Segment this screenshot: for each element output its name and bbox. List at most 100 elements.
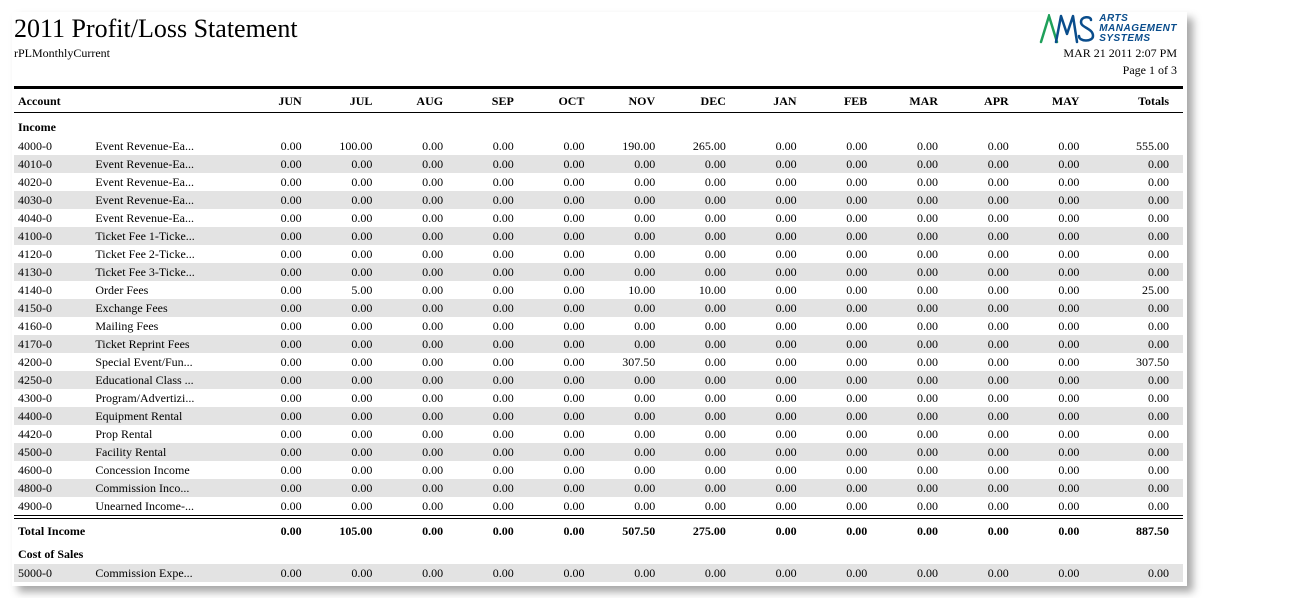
cell-value: 0.00 xyxy=(1013,443,1084,461)
cell-description: Commission Expe... xyxy=(91,564,235,582)
cell-description: Exchange Fees xyxy=(91,299,235,317)
cell-value: 0.00 xyxy=(730,479,801,497)
cell-value: 0.00 xyxy=(730,335,801,353)
table-row: 4130-0Ticket Fee 3-Ticke...0.000.000.000… xyxy=(14,263,1183,281)
cell-value: 0.00 xyxy=(730,461,801,479)
cell-value: 0.00 xyxy=(306,335,377,353)
cell-value: 0.00 xyxy=(801,497,872,515)
table-row: 4420-0Prop Rental0.000.000.000.000.000.0… xyxy=(14,425,1183,443)
cell-value: 0.00 xyxy=(871,137,942,155)
cell-value: 0.00 xyxy=(801,443,872,461)
cell-value: 0.00 xyxy=(801,425,872,443)
cell-value: 0.00 xyxy=(306,479,377,497)
cell-value: 0.00 xyxy=(942,425,1013,443)
cell-value: 0.00 xyxy=(235,317,306,335)
cell-value: 0.00 xyxy=(235,281,306,299)
cell-value: 0.00 xyxy=(801,371,872,389)
cell-value: 0.00 xyxy=(376,281,447,299)
cell-total: 0.00 xyxy=(1083,173,1183,191)
cell-value: 0.00 xyxy=(235,209,306,227)
cell-total: 0.00 xyxy=(1083,245,1183,263)
cell-value: 0.00 xyxy=(942,353,1013,371)
report-page-info: Page 1 of 3 xyxy=(1039,63,1177,78)
cell-value: 0.00 xyxy=(447,407,518,425)
cell-value: 0.00 xyxy=(801,281,872,299)
table-row: 4250-0Educational Class ...0.000.000.000… xyxy=(14,371,1183,389)
cell-account: 4130-0 xyxy=(14,263,91,281)
cell-account: 4100-0 xyxy=(14,227,91,245)
report-header: 2011 Profit/Loss Statement rPLMonthlyCur… xyxy=(14,14,1183,78)
cell-value: 0.00 xyxy=(730,371,801,389)
cell-account: 4420-0 xyxy=(14,425,91,443)
cell-value: 0.00 xyxy=(518,425,589,443)
section-total-value: 0.00 xyxy=(801,519,872,540)
cell-total: 0.00 xyxy=(1083,425,1183,443)
cell-value: 0.00 xyxy=(376,371,447,389)
cell-value: 0.00 xyxy=(659,497,730,515)
table-row: 4000-0Event Revenue-Ea...0.00100.000.000… xyxy=(14,137,1183,155)
cell-value: 0.00 xyxy=(518,371,589,389)
cell-value: 0.00 xyxy=(942,443,1013,461)
col-account: Account xyxy=(14,91,235,112)
cell-value: 0.00 xyxy=(1013,335,1084,353)
cell-value: 0.00 xyxy=(871,425,942,443)
cell-value: 0.00 xyxy=(1013,479,1084,497)
cell-value: 0.00 xyxy=(518,461,589,479)
cell-value: 0.00 xyxy=(1013,564,1084,582)
cell-value: 0.00 xyxy=(1013,389,1084,407)
cell-value: 0.00 xyxy=(518,335,589,353)
cell-total: 0.00 xyxy=(1083,461,1183,479)
cell-value: 0.00 xyxy=(730,281,801,299)
cell-value: 0.00 xyxy=(588,479,659,497)
cell-account: 4400-0 xyxy=(14,407,91,425)
cell-total: 0.00 xyxy=(1083,335,1183,353)
section-total-value: 507.50 xyxy=(588,519,659,540)
cell-value: 0.00 xyxy=(1013,353,1084,371)
cell-value: 190.00 xyxy=(588,137,659,155)
report-subtitle: rPLMonthlyCurrent xyxy=(14,46,298,61)
cell-value: 0.00 xyxy=(447,353,518,371)
cell-value: 0.00 xyxy=(588,263,659,281)
cell-value: 0.00 xyxy=(1013,137,1084,155)
cell-value: 0.00 xyxy=(447,137,518,155)
cell-value: 0.00 xyxy=(235,263,306,281)
cell-value: 10.00 xyxy=(588,281,659,299)
cell-value: 0.00 xyxy=(942,407,1013,425)
cell-value: 0.00 xyxy=(659,209,730,227)
cell-value: 0.00 xyxy=(942,299,1013,317)
cell-description: Commission Inco... xyxy=(91,479,235,497)
cell-value: 0.00 xyxy=(235,137,306,155)
cell-description: Unearned Income-... xyxy=(91,497,235,515)
cell-value: 0.00 xyxy=(447,389,518,407)
cell-description: Ticket Fee 1-Ticke... xyxy=(91,227,235,245)
cell-value: 0.00 xyxy=(447,461,518,479)
cell-value: 0.00 xyxy=(801,389,872,407)
cell-value: 0.00 xyxy=(801,461,872,479)
cell-value: 0.00 xyxy=(659,371,730,389)
cell-description: Ticket Fee 3-Ticke... xyxy=(91,263,235,281)
cell-account: 4500-0 xyxy=(14,443,91,461)
cell-value: 0.00 xyxy=(447,335,518,353)
cell-value: 0.00 xyxy=(659,461,730,479)
cell-account: 4120-0 xyxy=(14,245,91,263)
cell-value: 0.00 xyxy=(518,209,589,227)
cell-value: 0.00 xyxy=(942,209,1013,227)
cell-value: 0.00 xyxy=(942,245,1013,263)
cell-value: 0.00 xyxy=(376,335,447,353)
col-month-10: APR xyxy=(942,91,1013,112)
cell-value: 0.00 xyxy=(447,155,518,173)
cell-value: 0.00 xyxy=(871,209,942,227)
cell-value: 0.00 xyxy=(730,443,801,461)
cell-value: 0.00 xyxy=(659,335,730,353)
cell-value: 0.00 xyxy=(306,173,377,191)
cell-total: 0.00 xyxy=(1083,227,1183,245)
logo-block: ARTS MANAGEMENT SYSTEMS MAR 21 2011 2:07… xyxy=(1039,14,1177,78)
cell-account: 4200-0 xyxy=(14,353,91,371)
cell-value: 0.00 xyxy=(659,479,730,497)
cell-value: 0.00 xyxy=(801,407,872,425)
cell-total: 0.00 xyxy=(1083,407,1183,425)
cell-value: 0.00 xyxy=(871,497,942,515)
cell-description: Program/Advertizi... xyxy=(91,389,235,407)
cell-value: 0.00 xyxy=(235,245,306,263)
cell-value: 0.00 xyxy=(376,497,447,515)
